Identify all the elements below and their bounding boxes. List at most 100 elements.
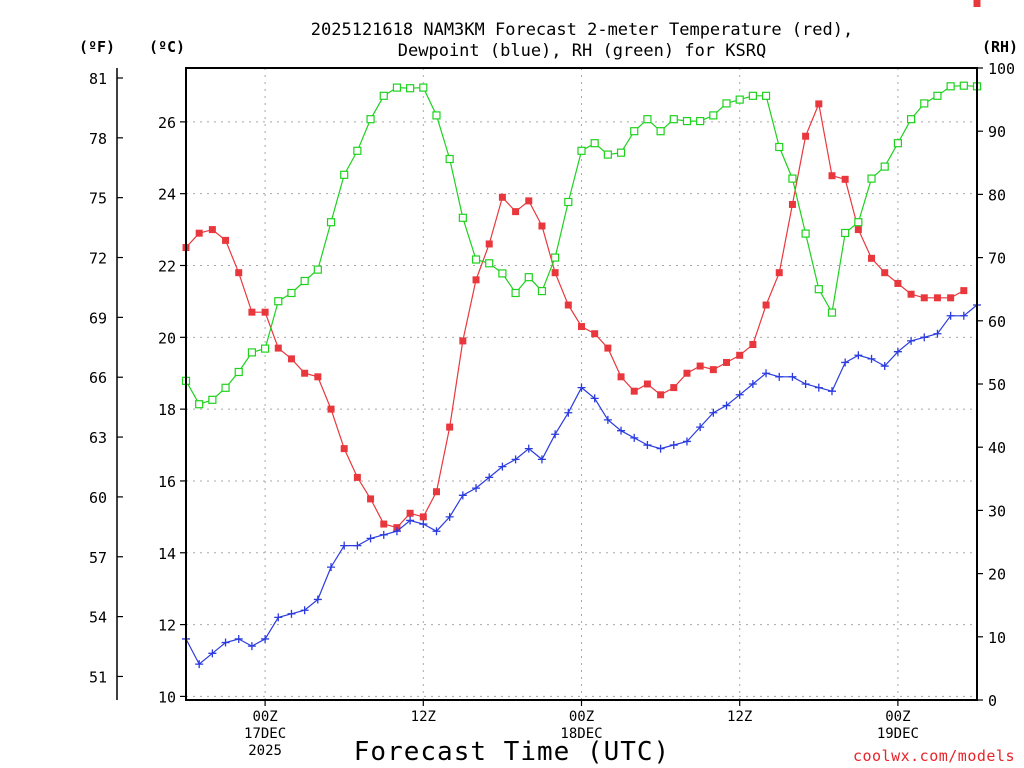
rh-point [669, 115, 678, 124]
temperature-point [472, 276, 480, 284]
dewpoint-point [590, 394, 599, 403]
dewpoint-point [327, 563, 336, 572]
dewpoint-point [656, 444, 665, 453]
dewpoint-point [485, 473, 494, 482]
rh-point [551, 253, 560, 262]
dewpoint-point [603, 415, 612, 424]
temperature-point [538, 222, 546, 230]
temperature-point [868, 254, 876, 262]
dewpoint-point [577, 383, 586, 392]
fahrenheit-tick-label: 69 [89, 309, 107, 327]
temperature-point [854, 226, 862, 234]
rh-point [353, 146, 362, 155]
fahrenheit-axis-label: (ºF) [79, 38, 115, 56]
temperature-point [709, 366, 717, 374]
dewpoint-point [643, 441, 652, 450]
temperature-point [683, 369, 691, 377]
temperature-point [933, 294, 941, 302]
temperature-point [314, 373, 322, 381]
rh-tick-label: 60 [988, 313, 1006, 331]
dewpoint-point [617, 426, 626, 435]
temperature-point [564, 301, 572, 309]
rh-point [366, 115, 375, 124]
dewpoint-point [340, 541, 349, 550]
rh-point [458, 213, 467, 222]
rh-point [524, 273, 533, 282]
dewpoint-point [907, 336, 916, 345]
credit-text: coolwx.com/models [853, 747, 1015, 765]
celsius-tick-label: 14 [158, 545, 176, 563]
temperature-point [788, 200, 796, 208]
dewpoint-point [893, 347, 902, 356]
temperature-point [907, 290, 915, 298]
rh-point [313, 265, 322, 274]
temperature-point [353, 473, 361, 481]
rh-point [722, 99, 731, 108]
celsius-tick-label: 18 [158, 401, 176, 419]
dewpoint-point [933, 329, 942, 338]
dewpoint-point [366, 534, 375, 543]
temperature-point [617, 373, 625, 381]
temperature-point [643, 380, 651, 388]
rh-point [682, 116, 692, 126]
rh-tick-label: 20 [988, 566, 1006, 584]
temperature-point [406, 509, 414, 517]
rh-tick-label: 100 [988, 60, 1015, 78]
temperature-point [208, 226, 216, 234]
chart-title: 2025121618 NAM3KM Forecast 2-meter Tempe… [311, 20, 853, 61]
rh-tick-label: 30 [988, 502, 1006, 520]
dewpoint-point [353, 541, 362, 550]
rh-point [709, 111, 718, 120]
rh-tick-label: 0 [988, 692, 997, 710]
rh-tick-label: 80 [988, 186, 1006, 204]
rh-point [854, 218, 863, 227]
rh-point [801, 229, 810, 238]
rh-point [564, 197, 573, 207]
rh-point [775, 142, 784, 152]
temperature-point [248, 308, 256, 316]
fahrenheit-tick-label: 75 [89, 190, 107, 208]
temperature-point [551, 269, 559, 277]
dewpoint-point [313, 595, 322, 604]
rh-point [933, 91, 942, 100]
temperature-point [446, 423, 454, 431]
dewpoint-point [748, 380, 757, 388]
temperature-point [432, 488, 440, 496]
rh-point [247, 348, 257, 357]
temperature-point [591, 330, 599, 338]
rh-point [287, 288, 296, 298]
axes: 10 12 14 16 18 20 22 24 26 51 54 57 60 63 66 69 72 75 78 81… [89, 60, 1015, 759]
rh-point [841, 228, 850, 238]
dewpoint-point [762, 369, 771, 378]
rh-tick-label: 40 [988, 439, 1006, 457]
dewpoint-point [419, 520, 428, 529]
fahrenheit-tick-label: 54 [89, 609, 107, 627]
dewpoint-point [841, 358, 850, 367]
rh-point [340, 170, 349, 179]
dewpoint-series [182, 301, 981, 669]
dewpoint-point [537, 455, 546, 464]
dewpoint-point [920, 333, 929, 342]
temperature-point [960, 287, 968, 295]
rh-point [195, 400, 204, 409]
time-tick-label: 17DEC [244, 726, 286, 742]
temperature-line [185, 101, 965, 529]
temperature-point [604, 344, 612, 352]
temperature-point [696, 362, 704, 370]
temperature-point [287, 355, 295, 363]
dewpoint-point [959, 311, 968, 320]
dewpoint-point [274, 613, 283, 622]
celsius-tick-label: 22 [158, 258, 176, 276]
temperature-point [815, 100, 823, 108]
temperature-point [419, 513, 427, 521]
rh-point [630, 127, 639, 136]
rh-point [893, 139, 903, 148]
rh-point [906, 115, 916, 124]
rh-point [406, 84, 415, 93]
temperature-point [222, 236, 230, 244]
dewpoint-point [300, 606, 309, 615]
rh-point [761, 91, 771, 100]
temperature-point [630, 387, 638, 395]
title-line-1: 2025121618 NAM3KM Forecast 2-meter Tempe… [311, 20, 853, 40]
